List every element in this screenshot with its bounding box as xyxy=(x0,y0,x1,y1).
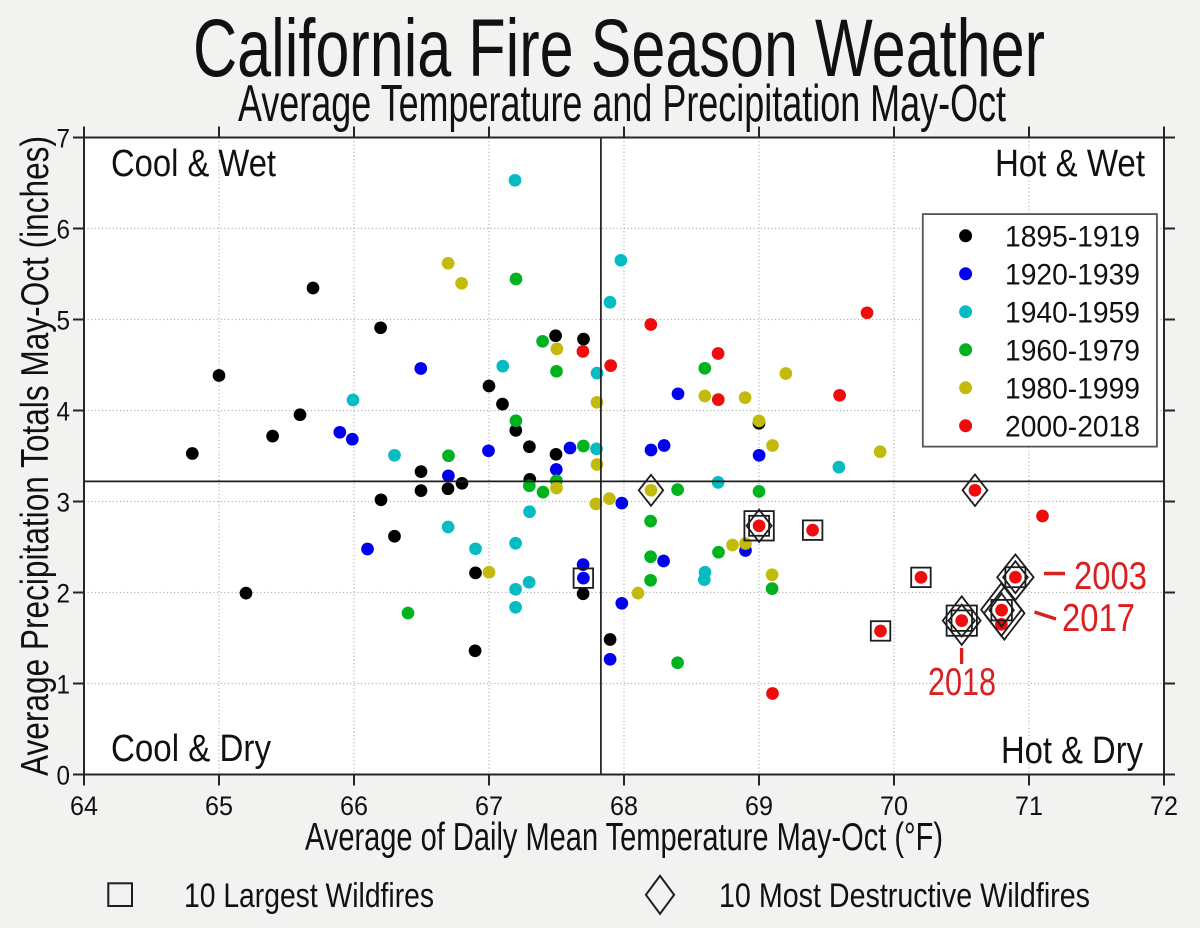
svg-text:69: 69 xyxy=(745,791,773,821)
svg-text:Average Temperature and Precip: Average Temperature and Precipitation Ma… xyxy=(238,75,1006,133)
svg-text:2000-2018: 2000-2018 xyxy=(1005,410,1140,443)
svg-text:4: 4 xyxy=(57,397,71,427)
svg-text:Average of Daily Mean Temperat: Average of Daily Mean Temperature May-Oc… xyxy=(305,816,943,859)
svg-text:71: 71 xyxy=(1015,791,1043,821)
svg-text:68: 68 xyxy=(610,791,638,821)
svg-text:1895-1919: 1895-1919 xyxy=(1005,220,1140,253)
svg-text:2017: 2017 xyxy=(1062,597,1135,640)
svg-text:64: 64 xyxy=(70,791,98,821)
svg-text:1940-1959: 1940-1959 xyxy=(1005,296,1140,329)
svg-text:0: 0 xyxy=(57,761,71,791)
svg-text:3: 3 xyxy=(57,488,71,518)
svg-text:Cool & Wet: Cool & Wet xyxy=(111,143,276,185)
svg-text:Hot & Wet: Hot & Wet xyxy=(995,143,1145,185)
svg-text:6: 6 xyxy=(57,215,71,245)
svg-text:1960-1979: 1960-1979 xyxy=(1005,334,1140,367)
svg-text:66: 66 xyxy=(340,791,368,821)
svg-text:65: 65 xyxy=(205,791,233,821)
svg-text:2: 2 xyxy=(57,579,71,609)
svg-text:California Fire Season Weather: California Fire Season Weather xyxy=(193,3,1045,94)
svg-text:Average Precipitation Totals M: Average Precipitation Totals May-Oct (in… xyxy=(14,136,57,776)
svg-text:2018: 2018 xyxy=(928,661,996,704)
svg-text:1980-1999: 1980-1999 xyxy=(1005,372,1140,405)
svg-text:72: 72 xyxy=(1150,791,1178,821)
svg-text:Cool & Dry: Cool & Dry xyxy=(111,728,271,770)
svg-text:1: 1 xyxy=(57,670,71,700)
svg-text:70: 70 xyxy=(880,791,908,821)
svg-text:1920-1939: 1920-1939 xyxy=(1005,258,1140,291)
svg-text:5: 5 xyxy=(57,306,71,336)
svg-text:2003: 2003 xyxy=(1074,555,1147,598)
svg-text:67: 67 xyxy=(475,791,503,821)
svg-text:Hot & Dry: Hot & Dry xyxy=(1001,730,1143,772)
svg-text:10 Largest Wildfires: 10 Largest Wildfires xyxy=(184,877,434,915)
svg-text:7: 7 xyxy=(57,124,71,154)
svg-text:10 Most Destructive Wildfires: 10 Most Destructive Wildfires xyxy=(719,877,1090,915)
